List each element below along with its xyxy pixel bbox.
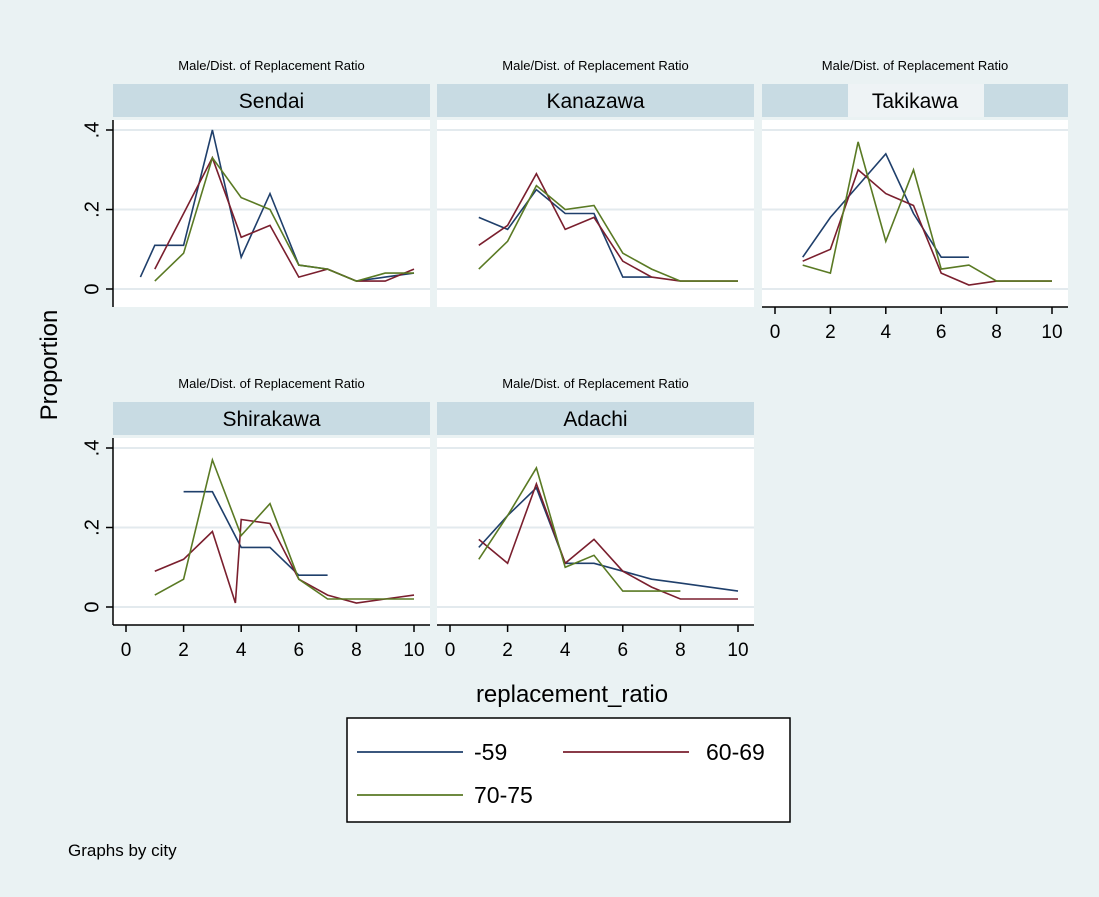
x-tick-label: 10	[727, 640, 748, 661]
panel-kanazawa: Male/Dist. of Replacement Ratio Kanazawa	[437, 58, 754, 307]
legend-box	[346, 717, 791, 823]
series-line-70-75	[154, 156, 414, 282]
panel-subtitle: Male/Dist. of Replacement Ratio	[178, 58, 364, 73]
x-tick-label: 8	[675, 640, 686, 661]
panel-takikawa: Male/Dist. of Replacement Ratio Takikawa 0…	[762, 58, 1068, 343]
x-tick-label: 0	[770, 322, 781, 343]
panel-header	[437, 84, 754, 117]
panel-subtitle: Male/Dist. of Replacement Ratio	[502, 58, 688, 73]
panel-title: Adachi	[563, 408, 627, 431]
x-tick-label: 8	[991, 322, 1002, 343]
x-tick-label: 6	[294, 640, 305, 661]
x-tick-label: 10	[1041, 322, 1062, 343]
legend-label: 60-69	[706, 739, 765, 765]
x-tick-label: 6	[618, 640, 629, 661]
panel-title: Kanazawa	[546, 90, 644, 113]
y-tick-label: .2	[81, 201, 103, 218]
x-tick-label: 2	[825, 322, 836, 343]
x-tick-label: 2	[178, 640, 189, 661]
plot-area	[437, 120, 754, 307]
y-tick-label: .2	[81, 519, 103, 536]
series-line-60-69	[478, 481, 738, 600]
series-line-70-75	[802, 141, 1052, 282]
x-axis-label: replacement_ratio	[476, 681, 668, 708]
series-line-60-69	[154, 518, 415, 604]
panel-sendai: Male/Dist. of Replacement Ratio Sendai 0 .2…	[81, 58, 430, 307]
series-line--59	[478, 188, 652, 278]
y-tick-label: 0	[81, 283, 103, 294]
panel-shirakawa: Male/Dist. of Replacement Ratio Shirakawa…	[81, 376, 430, 661]
panel-title: Shirakawa	[222, 408, 320, 431]
x-tick-label: 4	[881, 322, 892, 343]
y-axis-label: Proportion	[36, 310, 63, 421]
x-tick-label: 0	[445, 640, 456, 661]
plot-area	[437, 438, 754, 625]
footnote: Graphs by city	[68, 841, 177, 860]
y-tick-label: .4	[81, 440, 103, 457]
series-line--59	[802, 152, 969, 259]
panel-header	[437, 402, 754, 435]
panel-subtitle: Male/Dist. of Replacement Ratio	[178, 376, 364, 391]
y-tick-label: .4	[81, 122, 103, 139]
plot-area	[762, 120, 1068, 307]
x-tick-label: 10	[403, 640, 424, 661]
x-tick-label: 4	[236, 640, 247, 661]
plot-area	[113, 438, 430, 625]
x-tick-label: 4	[560, 640, 571, 661]
x-tick-label: 0	[121, 640, 132, 661]
legend-item-60-69: 60-69	[563, 739, 765, 765]
panel-title: Sendai	[239, 90, 304, 113]
legend: -59 60-69 70-75	[346, 717, 791, 823]
x-tick-label: 8	[351, 640, 362, 661]
series-line-70-75	[478, 465, 681, 592]
series-line--59	[478, 486, 739, 592]
panel-header	[113, 84, 430, 117]
series-line-70-75	[478, 184, 738, 282]
legend-label: 70-75	[474, 782, 533, 808]
panel-header-highlight	[848, 84, 984, 117]
legend-item-70-75: 70-75	[357, 782, 533, 808]
series-line-70-75	[154, 457, 414, 600]
panel-subtitle: Male/Dist. of Replacement Ratio	[822, 58, 1008, 73]
x-tick-label: 6	[936, 322, 947, 343]
panel-adachi: Male/Dist. of Replacement Ratio Adachi 0 2 4…	[437, 376, 754, 661]
series-line--59	[139, 129, 415, 282]
panel-subtitle: Male/Dist. of Replacement Ratio	[502, 376, 688, 391]
panel-header	[113, 402, 430, 435]
x-tick-label: 2	[502, 640, 513, 661]
series-line--59	[183, 490, 328, 577]
y-tick-label: 0	[81, 601, 103, 612]
legend-item--59: -59	[357, 739, 507, 765]
legend-label: -59	[474, 739, 507, 765]
series-line-60-69	[154, 155, 415, 282]
panels: Male/Dist. of Replacement Ratio Sendai 0 .2…	[81, 58, 1068, 661]
panel-title: Takikawa	[872, 90, 959, 113]
